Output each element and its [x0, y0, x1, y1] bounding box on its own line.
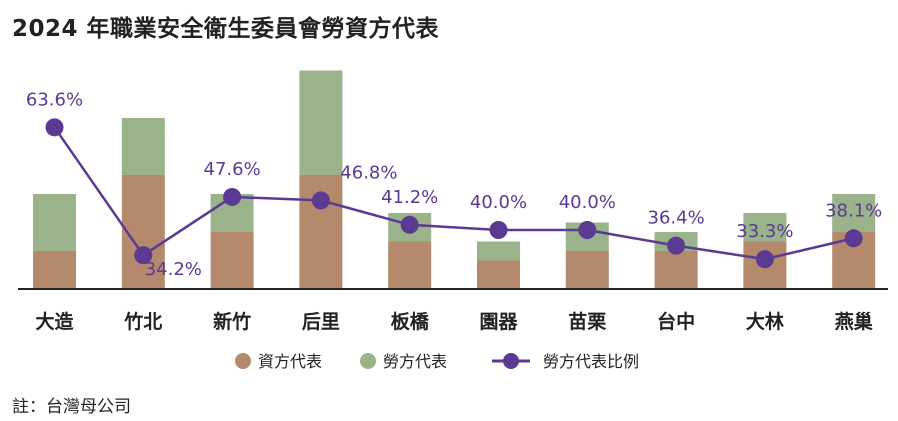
ratio-label-1: 34.2%: [145, 259, 202, 280]
ratio-point-6: [578, 221, 597, 239]
legend-labor-label: 勞方代表: [383, 352, 447, 371]
category-label-4: 板橋: [391, 310, 430, 333]
ratio-label-5: 40.0%: [470, 192, 527, 213]
ratio-label-3: 46.8%: [340, 162, 397, 183]
bar-employer-0: [33, 251, 76, 289]
ratio-label-8: 33.3%: [736, 221, 793, 242]
footnote: 註：台灣母公司: [12, 397, 131, 417]
ratio-point-9: [844, 229, 863, 248]
bar-labor-1: [121, 118, 165, 175]
ratio-point-2: [223, 187, 242, 206]
category-label-0: 大造: [35, 310, 74, 333]
ratio-line-group: 63.6% 34.2% 47.6% 46.8% 41.2% 40.0% 40.0% 36.4%…: [26, 89, 882, 280]
category-label-2: 新竹: [213, 310, 251, 333]
bar-employer-1: [121, 175, 165, 289]
ratio-label-6: 40.0%: [559, 192, 616, 213]
ratio-point-8: [755, 250, 774, 269]
legend: 資方代表 勞方代表 勞方代表比例: [235, 352, 639, 371]
category-label-1: 竹北: [123, 310, 162, 333]
bar-labor-3: [299, 70, 343, 175]
bar-employer-4: [388, 241, 432, 289]
bar-labor-9: [832, 194, 876, 232]
chart-title: 2024 年職業安全衛生委員會勞資方代表: [12, 16, 440, 42]
ratio-label-7: 36.4%: [648, 208, 705, 229]
ratio-label-0: 63.6%: [26, 89, 83, 110]
bar-employer-6: [565, 251, 609, 289]
category-label-8: 大林: [746, 310, 784, 333]
ratio-point-5: [489, 221, 508, 239]
ratio-line: [53, 126, 854, 261]
ratio-point-0: [45, 118, 64, 137]
ratio-label-2: 47.6%: [204, 159, 261, 180]
ratio-label-9: 38.1%: [825, 200, 882, 221]
bar-employer-2: [210, 232, 254, 289]
bar-employer-5: [477, 260, 520, 289]
legend-ratio-marker: [503, 353, 519, 369]
bar-labor-0: [33, 194, 76, 251]
category-label-3: 后里: [302, 311, 340, 333]
bar-labor-5: [477, 241, 520, 261]
category-label-7: 台中: [657, 310, 695, 333]
ratio-label-4: 41.2%: [381, 187, 438, 208]
ratio-point-7: [667, 236, 686, 255]
legend-employer-label: 資方代表: [258, 352, 322, 371]
category-label-9: 燕巢: [835, 310, 874, 333]
bar-labor-8: [743, 213, 787, 242]
ratio-point-1: [134, 246, 153, 265]
legend-ratio-label: 勞方代表比例: [543, 352, 639, 371]
ratio-point-4: [400, 215, 419, 234]
category-labels: 大造 竹北 新竹 后里 板橋 園器 苗栗 台中 大林 燕巢: [35, 310, 873, 333]
bar-employer-7: [654, 251, 698, 289]
legend-employer-swatch: [235, 353, 251, 369]
bar-group: [33, 70, 876, 289]
category-label-5: 園器: [479, 311, 518, 333]
ratio-point-3: [311, 191, 330, 210]
category-label-6: 苗栗: [568, 311, 606, 333]
legend-labor-swatch: [360, 353, 376, 369]
